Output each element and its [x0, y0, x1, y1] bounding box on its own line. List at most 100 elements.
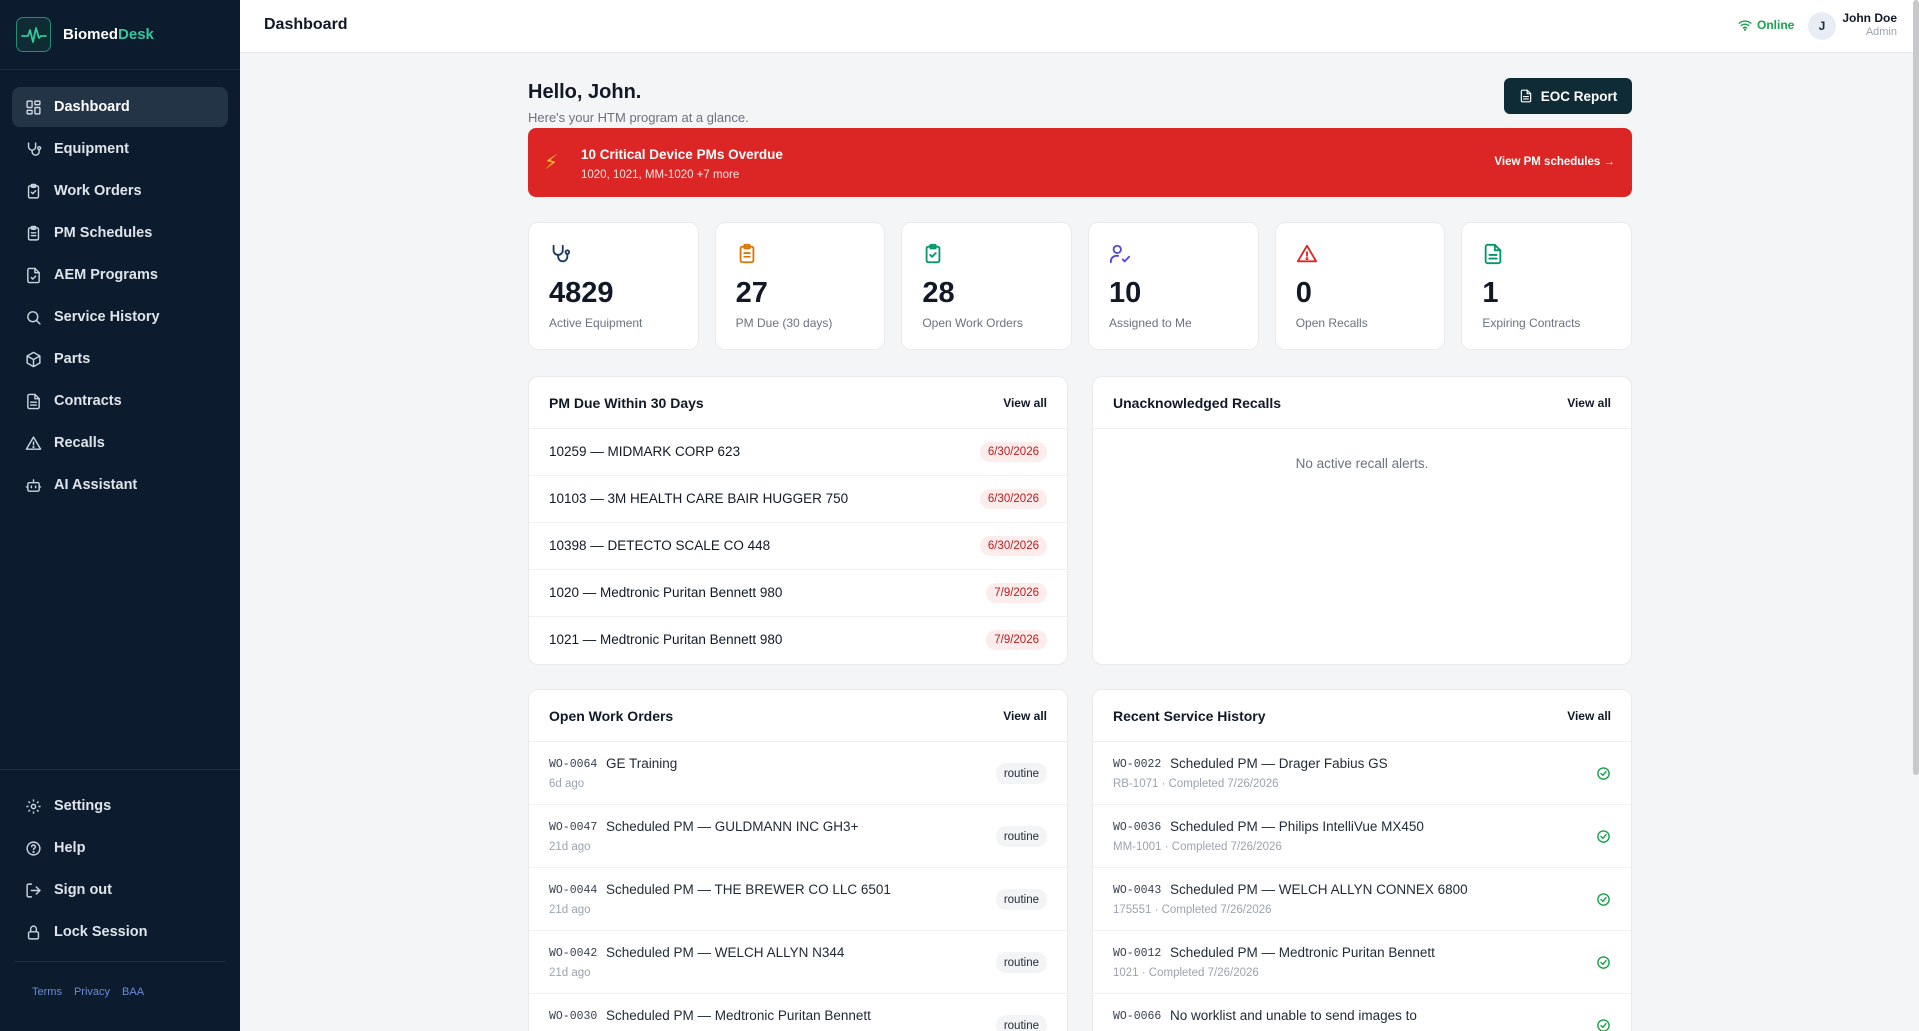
- list-item[interactable]: WO-0064 GE Training 6d ago routine: [529, 742, 1067, 805]
- stat-label: PM Due (30 days): [735, 316, 833, 330]
- search-icon: [24, 308, 42, 326]
- sidebar-item-aem-programs[interactable]: AEM Programs: [12, 255, 228, 295]
- sidebar-item-work-orders[interactable]: Work Orders: [12, 171, 228, 211]
- user-info[interactable]: John Doe Admin: [1842, 11, 1897, 38]
- recalls-card: Unacknowledged Recalls View all No activ…: [1092, 376, 1632, 665]
- card-title: Open Work Orders: [549, 708, 674, 724]
- sidebar-item-label: Lock Session: [54, 924, 148, 940]
- equipment-name: 1021 — Medtronic Puritan Bennett 980: [549, 632, 783, 647]
- card-title: Unacknowledged Recalls: [1113, 395, 1282, 411]
- page-scrollbar[interactable]: [1913, 0, 1919, 775]
- eoc-report-button[interactable]: EOC Report: [1504, 78, 1632, 114]
- baa-link[interactable]: BAA: [122, 986, 145, 998]
- work-order-age: 6d ago: [549, 778, 585, 790]
- list-item[interactable]: WO-0047 Scheduled PM — GULDMANN INC GH3+…: [529, 805, 1067, 868]
- terms-link[interactable]: Terms: [32, 986, 62, 998]
- list-item[interactable]: WO-0012 Scheduled PM — Medtronic Puritan…: [1093, 931, 1631, 994]
- sidebar-item-label: Work Orders: [54, 183, 142, 199]
- list-item[interactable]: WO-0036 Scheduled PM — Philips IntelliVu…: [1093, 805, 1631, 868]
- clipboard-check-icon: [24, 182, 42, 200]
- connection-status: Online: [1738, 18, 1794, 32]
- help-icon: [24, 839, 42, 857]
- list-item[interactable]: WO-0043 Scheduled PM — WELCH ALLYN CONNE…: [1093, 868, 1631, 931]
- card-header: Unacknowledged Recalls View all: [1093, 377, 1631, 429]
- warning-icon: [1296, 244, 1317, 263]
- stat-card-open-work-orders[interactable]: 28 Open Work Orders: [901, 222, 1073, 350]
- sidebar-item-equipment[interactable]: Equipment: [12, 129, 228, 169]
- sidebar-item-help[interactable]: Help: [12, 828, 228, 868]
- stat-label: Active Equipment: [549, 316, 643, 330]
- eoc-report-label: EOC Report: [1540, 88, 1618, 104]
- stat-value: 10: [1109, 277, 1142, 309]
- sidebar-item-label: Help: [54, 840, 86, 856]
- package-icon: [24, 350, 42, 368]
- list-item[interactable]: 1020 — Medtronic Puritan Bennett 980 7/9…: [529, 570, 1067, 617]
- due-date-badge: 6/30/2026: [979, 489, 1047, 509]
- due-date-badge: 7/9/2026: [986, 583, 1047, 603]
- brand-name: BiomedDesk: [63, 26, 154, 43]
- clipboard-check-icon: [926, 243, 941, 264]
- card-title: Recent Service History: [1113, 708, 1266, 724]
- sidebar-item-label: Settings: [54, 798, 112, 814]
- list-item[interactable]: 1021 — Medtronic Puritan Bennett 980 7/9…: [529, 617, 1067, 664]
- avatar[interactable]: J: [1808, 12, 1836, 40]
- alert-title: 10 Critical Device PMs Overdue: [581, 147, 783, 162]
- status-label: Online: [1757, 18, 1795, 32]
- privacy-link[interactable]: Privacy: [73, 986, 111, 998]
- sidebar-item-service-history[interactable]: Service History: [12, 297, 228, 337]
- work-order-age: 21d ago: [549, 904, 591, 916]
- sidebar-item-dashboard[interactable]: Dashboard: [12, 87, 228, 127]
- list-item[interactable]: WO-0030 Scheduled PM — Medtronic Puritan…: [529, 994, 1067, 1031]
- sidebar-item-label: Dashboard: [54, 99, 130, 115]
- view-all-link[interactable]: View all: [1003, 396, 1047, 410]
- stat-card-expiring-contracts[interactable]: 1 Expiring Contracts: [1461, 222, 1633, 350]
- view-all-link[interactable]: View all: [1567, 396, 1611, 410]
- list-item[interactable]: WO-0066 No worklist and unable to send i…: [1093, 994, 1631, 1031]
- sidebar-item-label: Service History: [54, 309, 160, 325]
- brand[interactable]: BiomedDesk: [0, 0, 240, 70]
- sidebar-item-recalls[interactable]: Recalls: [12, 423, 228, 463]
- subgreeting: Here's your HTM program at a glance.: [528, 110, 749, 125]
- service-detail: 1021 · Completed 7/26/2026: [1113, 967, 1259, 979]
- user-name: John Doe: [1842, 11, 1897, 25]
- stat-card-open-recalls[interactable]: 0 Open Recalls: [1274, 222, 1446, 350]
- sidebar-item-ai-assistant[interactable]: AI Assistant: [12, 465, 228, 505]
- topbar: Dashboard Online J John Doe Admin: [240, 0, 1919, 53]
- list-item[interactable]: WO-0042 Scheduled PM — WELCH ALLYN N344 …: [529, 931, 1067, 994]
- view-pm-schedules-link[interactable]: View PM schedules →: [1494, 156, 1615, 168]
- sidebar-item-contracts[interactable]: Contracts: [12, 381, 228, 421]
- work-order-id: WO-0012: [1113, 947, 1162, 960]
- sidebar-item-settings[interactable]: Settings: [12, 786, 228, 826]
- service-title: Scheduled PM — Drager Fabius GS: [1170, 756, 1388, 771]
- stats-row: 4829 Active Equipment 27 PM Due (30 days…: [528, 222, 1633, 350]
- stat-card-pm-due[interactable]: 27 PM Due (30 days): [714, 222, 886, 350]
- view-all-link[interactable]: View all: [1003, 709, 1047, 723]
- sign-out-icon: [24, 881, 42, 899]
- sidebar-item-sign-out[interactable]: Sign out: [12, 870, 228, 910]
- work-order-title: Scheduled PM — THE BREWER CO LLC 6501: [606, 882, 891, 897]
- equipment-name: 1020 — Medtronic Puritan Bennett 980: [549, 585, 783, 600]
- priority-badge: routine: [995, 952, 1047, 973]
- list-item[interactable]: 10259 — MIDMARK CORP 623 6/30/2026: [529, 429, 1067, 476]
- service-title: Scheduled PM — Medtronic Puritan Bennett: [1170, 945, 1435, 960]
- list-item[interactable]: WO-0044 Scheduled PM — THE BREWER CO LLC…: [529, 868, 1067, 931]
- service-detail: 175551 · Completed 7/26/2026: [1113, 904, 1272, 916]
- warning-icon: [24, 434, 42, 452]
- view-all-link[interactable]: View all: [1567, 709, 1611, 723]
- sidebar-item-lock-session[interactable]: Lock Session: [12, 912, 228, 952]
- sidebar-item-label: Sign out: [54, 882, 112, 898]
- service-title: No worklist and unable to send images to: [1170, 1008, 1417, 1023]
- stat-card-active-equipment[interactable]: 4829 Active Equipment: [528, 222, 699, 350]
- sidebar-item-parts[interactable]: Parts: [12, 339, 228, 379]
- lock-icon: [24, 923, 42, 941]
- clipboard-list-icon: [24, 224, 42, 242]
- stethoscope-icon: [552, 244, 571, 263]
- list-item[interactable]: 10398 — DETECTO SCALE CO 448 6/30/2026: [529, 523, 1067, 570]
- list-item[interactable]: WO-0022 Scheduled PM — Drager Fabius GS …: [1093, 742, 1631, 805]
- check-circle-icon: [1597, 1019, 1610, 1031]
- check-circle-icon: [1597, 830, 1610, 843]
- stat-card-assigned-to-me[interactable]: 10 Assigned to Me: [1088, 222, 1259, 350]
- sidebar-item-label: AI Assistant: [54, 477, 138, 493]
- sidebar-item-pm-schedules[interactable]: PM Schedules: [12, 213, 228, 253]
- list-item[interactable]: 10103 — 3M HEALTH CARE BAIR HUGGER 750 6…: [529, 476, 1067, 523]
